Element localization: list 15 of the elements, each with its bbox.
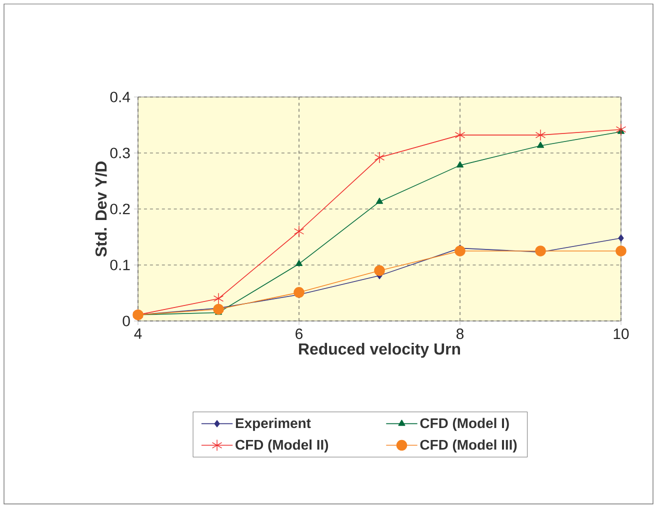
legend-label: Experiment	[236, 418, 311, 431]
y-tick-label: 0.1	[110, 260, 130, 270]
legend-label: CFD (Model II)	[236, 439, 328, 452]
y-tick-label: 0.3	[110, 148, 130, 158]
x-axis-title: Reduced velocity Urn	[299, 342, 460, 358]
y-tick-label: 0	[122, 316, 130, 326]
x-tick-label: 8	[456, 328, 464, 340]
legend-label: CFD (Model I)	[420, 418, 509, 431]
y-tick-label: 0.4	[110, 92, 130, 102]
x-tick-label: 4	[134, 328, 142, 339]
x-tick-label: 6	[296, 328, 303, 340]
legend-label: CFD (Model III)	[420, 439, 517, 452]
x-tick-label: 10	[614, 328, 629, 340]
y-tick-label: 0.2	[110, 204, 130, 214]
y-axis-title: Std. Dev Y/D	[95, 162, 107, 257]
